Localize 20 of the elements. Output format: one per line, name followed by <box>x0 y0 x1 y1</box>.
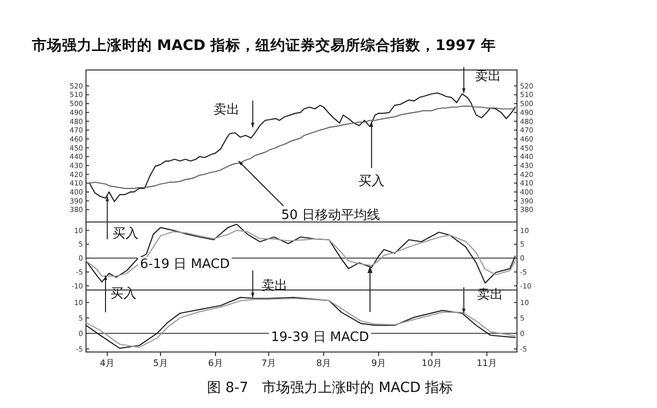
x-tick-label: 4月 <box>100 359 115 369</box>
annotation: 19-39 日 MACD <box>270 330 370 345</box>
annotation: 卖出 <box>214 102 240 118</box>
annotation: 卖出 <box>262 278 288 294</box>
annotation: 卖出 <box>476 287 503 302</box>
annotation: 卖出 <box>474 68 501 84</box>
annotation: 买入 <box>358 174 385 190</box>
x-tick-label: 5月 <box>153 359 168 369</box>
line-series <box>89 92 516 202</box>
x-tick-label: 10月 <box>422 359 442 369</box>
x-tick-label: 6月 <box>208 359 223 369</box>
annotation: 50 日移动平均线 <box>281 208 380 224</box>
annotation: 买入 <box>112 226 138 242</box>
x-tick-label: 9月 <box>371 359 386 369</box>
caption: 图 8-7 市场强力上涨时的 MACD 指标 <box>206 380 454 396</box>
x-tick-label: 11月 <box>476 359 498 369</box>
x-tick-label: 7月 <box>261 359 276 369</box>
annotation: 6-19 日 MACD <box>140 257 230 272</box>
chart-title: 市场强力上涨时的 MACD 指标，纽约证券交易所综合指数，1997 年 <box>31 36 496 54</box>
x-tick-label: 8月 <box>316 359 332 369</box>
